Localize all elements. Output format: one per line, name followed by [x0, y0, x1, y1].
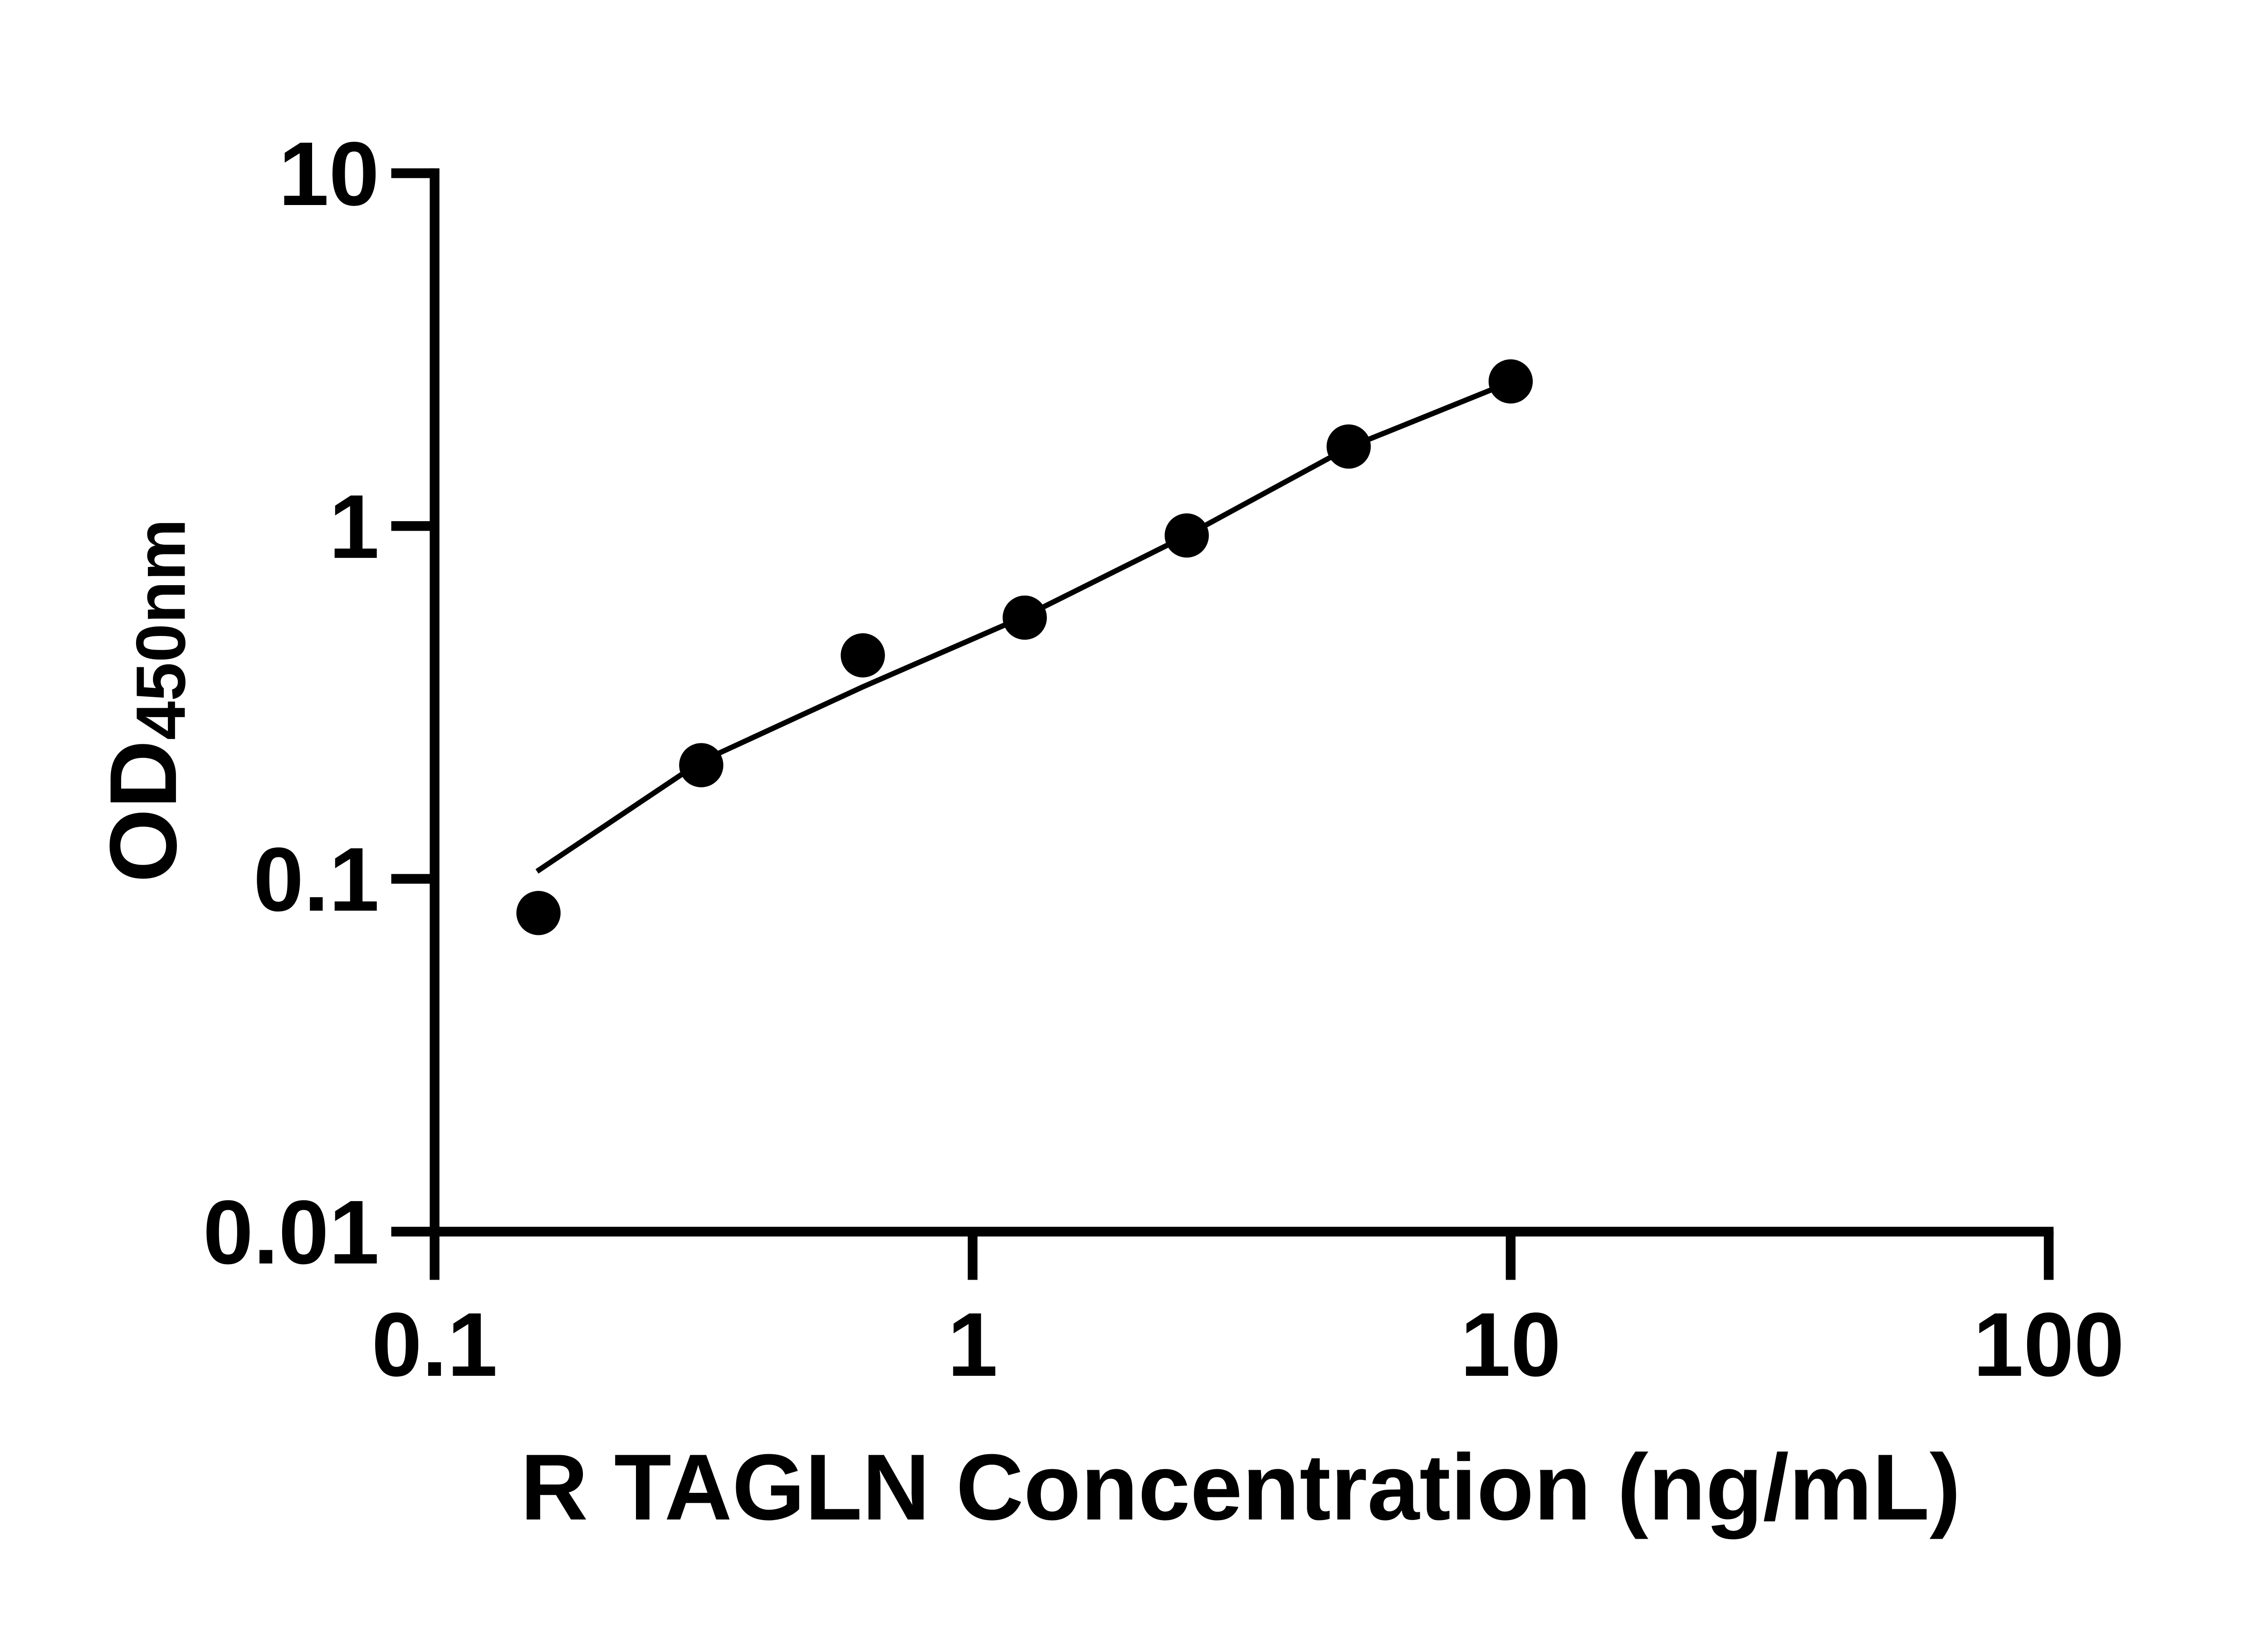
y-axis-title: OD450nm: [90, 519, 200, 883]
x-tick-label-10: 10: [1460, 1294, 1561, 1395]
y-tick-label-1: 1: [329, 476, 379, 577]
y-tick-label-10: 10: [279, 123, 379, 225]
data-point-0: [516, 891, 561, 935]
scatter-points-layer: [516, 359, 1533, 935]
data-point-6: [1488, 359, 1533, 404]
data-point-1: [679, 743, 723, 787]
y-axis-title-subscript: 450nm: [122, 519, 200, 740]
data-point-4: [1164, 513, 1209, 558]
y-axis-title-main: OD: [90, 740, 196, 882]
y-tick-label-0.1: 0.1: [254, 829, 380, 930]
x-tick-label-1: 1: [948, 1294, 998, 1395]
data-point-5: [1326, 424, 1371, 469]
x-tick-label-0.1: 0.1: [371, 1294, 498, 1395]
data-point-3: [1002, 595, 1047, 640]
y-tick-label-0.01: 0.01: [203, 1182, 379, 1283]
data-point-2: [841, 633, 885, 678]
x-axis-title: R TAGLN Concentration (ng/mL): [520, 1435, 1960, 1540]
x-tick-label-100: 100: [1973, 1294, 2124, 1395]
